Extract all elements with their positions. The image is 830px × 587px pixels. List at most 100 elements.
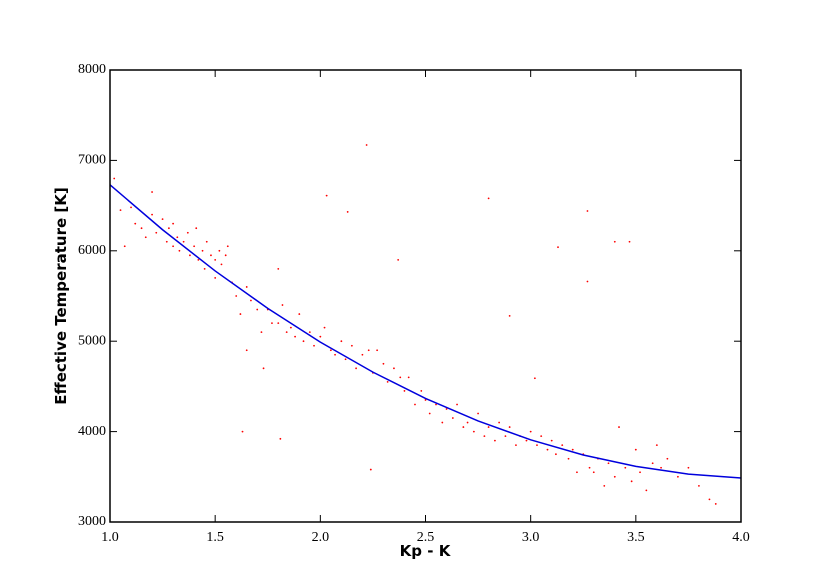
data-point	[113, 177, 116, 180]
data-point	[525, 439, 528, 442]
data-point	[420, 390, 423, 392]
data-point	[655, 444, 658, 447]
x-tick-label: 2.0	[312, 530, 330, 545]
data-point	[193, 245, 196, 248]
data-point	[586, 210, 589, 212]
data-point	[235, 295, 238, 297]
data-point	[277, 322, 280, 325]
data-point	[588, 466, 591, 469]
data-point	[365, 144, 368, 146]
data-point	[550, 439, 553, 442]
data-point	[504, 435, 507, 438]
data-point	[151, 191, 153, 193]
data-point	[466, 421, 469, 424]
data-point	[205, 240, 208, 243]
data-point	[319, 335, 322, 338]
data-point	[698, 484, 700, 487]
data-point	[289, 326, 292, 329]
data-point	[376, 349, 379, 352]
data-point	[220, 263, 223, 266]
data-point	[624, 466, 627, 469]
data-point	[130, 206, 132, 209]
data-point	[197, 258, 200, 261]
data-point	[382, 362, 385, 365]
y-tick-label: 4000	[78, 424, 106, 439]
data-point	[277, 267, 280, 270]
data-point	[239, 313, 242, 315]
data-point	[218, 249, 221, 252]
data-point	[714, 503, 717, 505]
data-point	[533, 377, 536, 380]
x-tick-label: 2.5	[417, 530, 435, 545]
data-point	[508, 314, 511, 317]
data-point	[172, 245, 175, 248]
data-point	[462, 426, 465, 428]
x-tick-label: 3.5	[627, 530, 645, 545]
data-point	[203, 267, 206, 270]
data-point	[414, 403, 416, 406]
data-point	[186, 231, 189, 234]
data-point	[498, 421, 501, 424]
data-point	[494, 439, 496, 442]
y-tick-label: 3000	[78, 514, 106, 529]
data-point	[285, 331, 288, 334]
data-point	[386, 380, 389, 383]
data-point	[172, 222, 175, 225]
data-point	[313, 344, 315, 347]
data-point	[298, 313, 301, 315]
data-point	[214, 277, 217, 279]
data-point	[346, 211, 349, 213]
data-point	[546, 448, 549, 451]
data-point	[666, 457, 669, 460]
data-point	[245, 349, 248, 352]
data-point	[369, 468, 372, 471]
data-point	[260, 331, 263, 334]
data-point	[428, 412, 431, 415]
data-point	[271, 322, 273, 325]
data-point	[210, 254, 212, 257]
data-point	[119, 209, 122, 212]
x-tick-label: 1.0	[101, 530, 119, 545]
data-point	[571, 448, 574, 451]
data-point	[325, 194, 328, 197]
data-point	[487, 426, 490, 428]
y-axis-label: Effective Temperature [K]	[52, 187, 70, 404]
data-point	[167, 227, 170, 230]
data-point	[451, 417, 454, 419]
data-point	[576, 471, 578, 474]
data-point	[687, 466, 690, 469]
data-point	[195, 227, 198, 230]
data-point	[424, 399, 427, 401]
data-point	[151, 213, 153, 216]
data-point	[435, 403, 437, 406]
data-point	[178, 249, 181, 252]
data-point	[613, 475, 616, 478]
data-point	[224, 254, 227, 257]
data-point	[340, 340, 343, 343]
data-point	[508, 426, 511, 428]
data-point	[201, 249, 204, 252]
data-point	[639, 471, 641, 474]
x-tick-label: 1.5	[206, 530, 224, 545]
data-point	[344, 358, 347, 361]
data-point	[630, 480, 633, 483]
data-point	[161, 218, 164, 221]
data-point	[407, 376, 410, 379]
y-tick-label: 6000	[78, 243, 106, 258]
data-point	[618, 426, 620, 428]
plot-area	[109, 144, 742, 505]
data-point	[134, 222, 137, 225]
data-point	[350, 344, 353, 347]
data-point	[226, 245, 229, 248]
data-point	[477, 412, 479, 415]
data-point	[123, 245, 126, 248]
data-point	[399, 376, 402, 379]
data-point	[403, 390, 406, 392]
data-point	[487, 197, 490, 200]
data-point	[555, 453, 557, 456]
data-point	[540, 435, 543, 438]
data-point	[155, 231, 158, 234]
data-point	[241, 430, 244, 433]
data-point	[628, 240, 631, 243]
